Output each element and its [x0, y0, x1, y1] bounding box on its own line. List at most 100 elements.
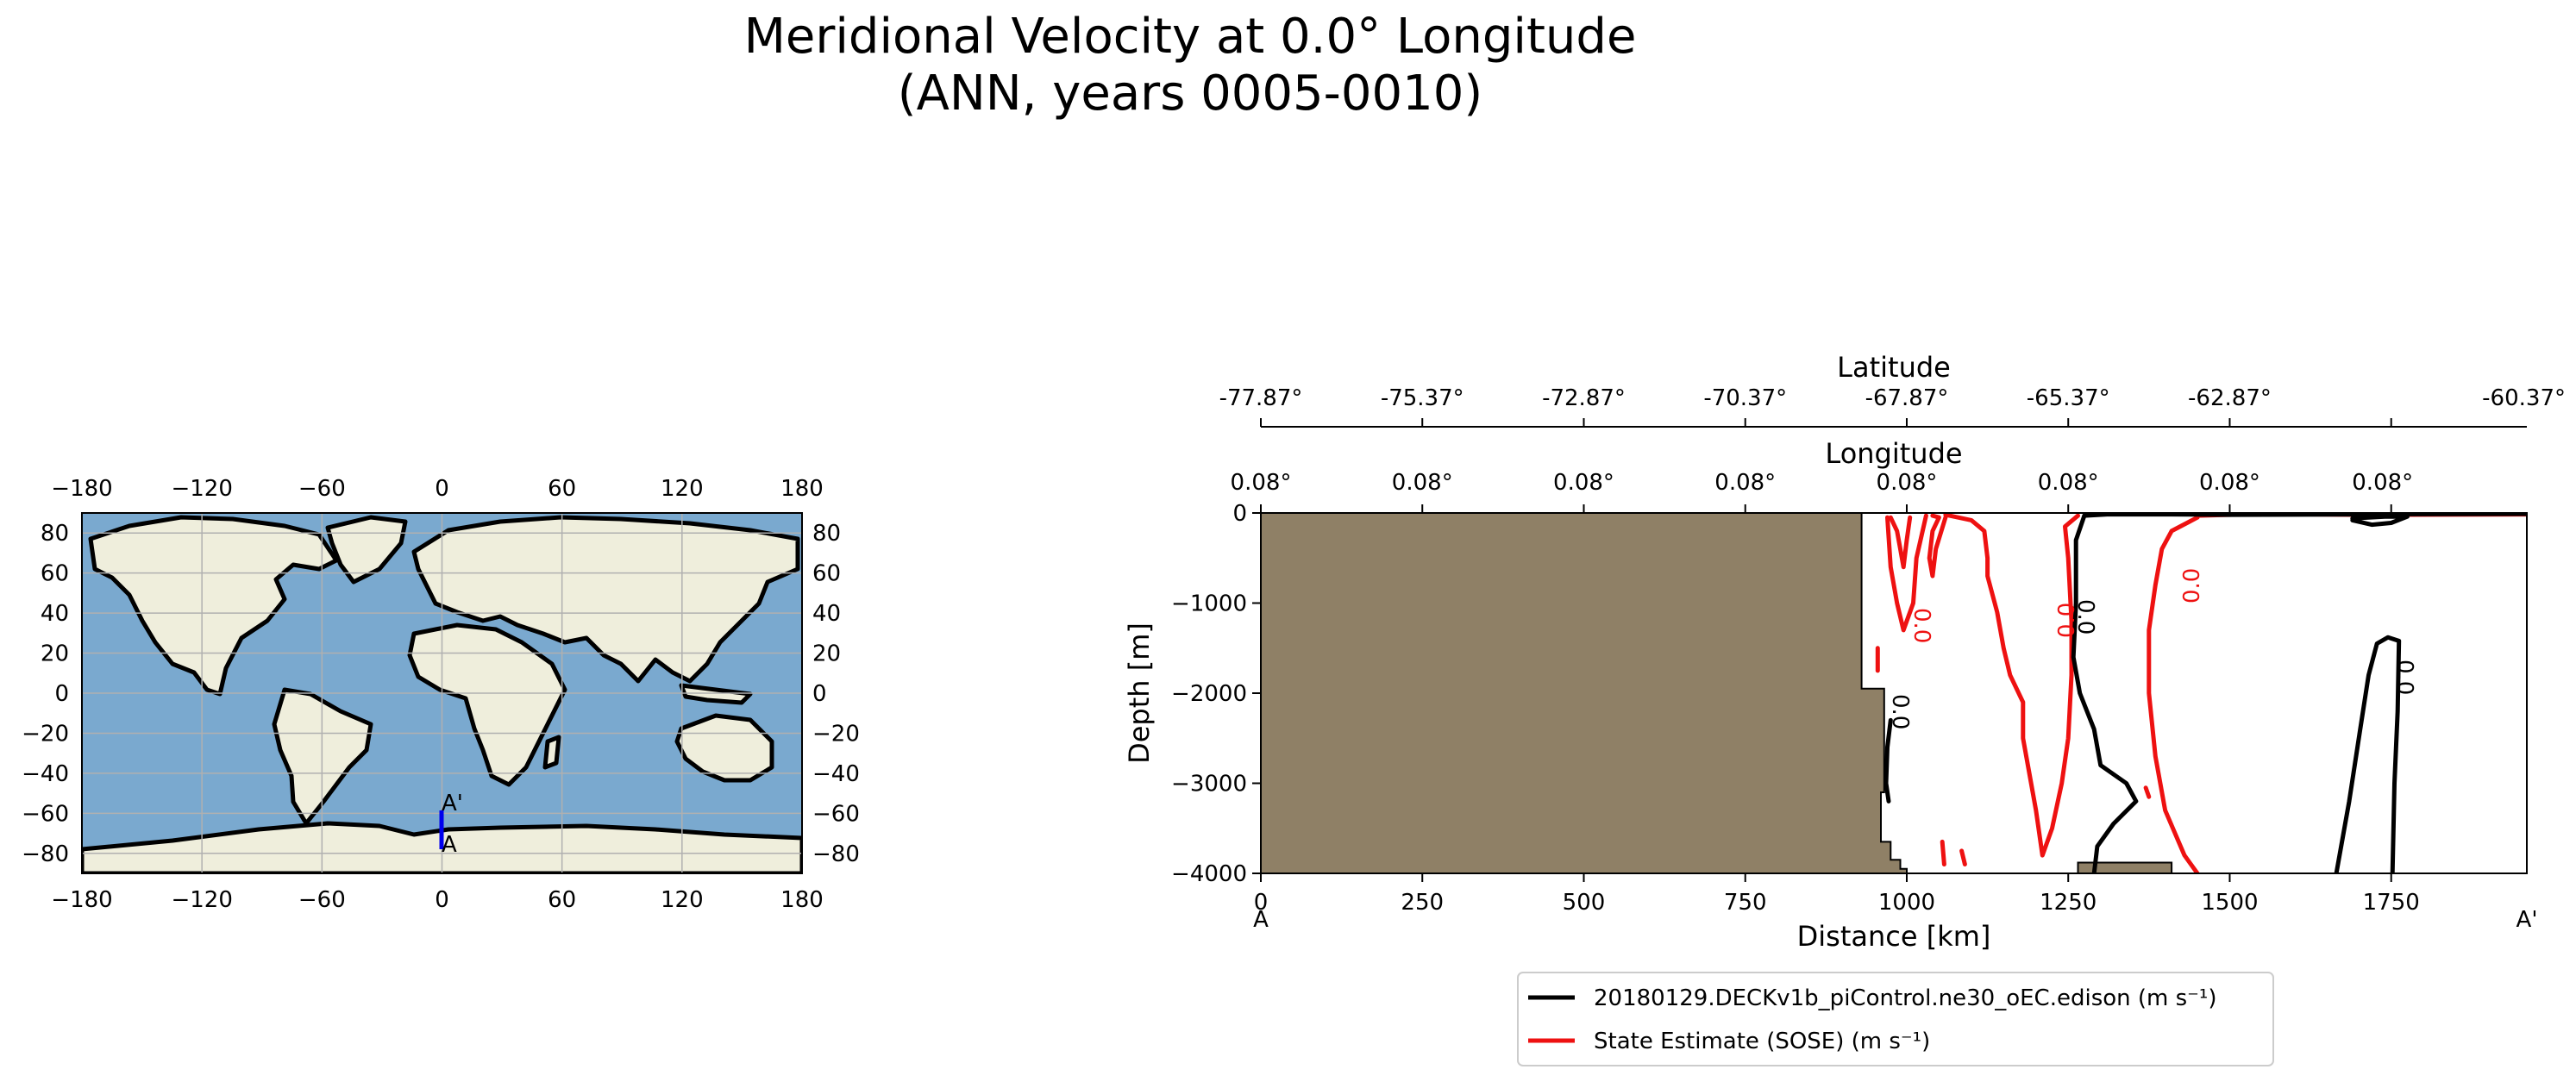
map-top-tick-label: −180: [51, 476, 112, 502]
model-contours: [1883, 513, 2527, 873]
depth-tick-label: 0: [1232, 501, 1247, 527]
map-top-tick-label: 180: [780, 476, 824, 502]
map-bottom-tick-label: 180: [780, 887, 824, 913]
map-left-tick-label: 80: [41, 521, 69, 547]
section-end-label: A': [2516, 907, 2538, 933]
latitude-tick-label: -72.87°: [1542, 385, 1626, 411]
depth-tick-label: −3000: [1171, 772, 1247, 797]
map-top-tick-label: −120: [171, 476, 232, 502]
obs-contour-line: [1885, 513, 1928, 633]
map-left-tick-label: −60: [22, 801, 69, 827]
australia-shape: [674, 713, 774, 783]
distance-tick-label: 500: [1563, 890, 1606, 916]
obs-contour-line: [2143, 785, 2152, 799]
map-left-tick-label: 60: [41, 561, 69, 587]
map-left-tick-label: 20: [41, 641, 69, 667]
model-contour-line: [2082, 513, 2527, 518]
legend-label-model: 20180129.DECKv1b_piControl.ne30_oEC.edis…: [1594, 985, 2216, 1011]
map-bottom-tick-label: −60: [298, 887, 346, 913]
model-contour-line: [1883, 717, 1893, 804]
contour-label-obs-3: 0.0: [2179, 568, 2205, 604]
transect-end-label: A': [442, 791, 463, 816]
longitude-tick-label: 0.08°: [2199, 470, 2260, 496]
obs-contour-line: [2147, 515, 2200, 873]
contour-label-model-2: 0.0: [1887, 694, 1913, 729]
map-right-tick-label: −20: [812, 721, 860, 747]
title-line-2: (ANN, years 0005-0010): [897, 66, 1483, 122]
map-bottom-tick-label: 60: [548, 887, 576, 913]
obs-contour-line: [1927, 513, 1948, 579]
map-right-tick-label: 80: [812, 521, 841, 547]
contour-label-model-3: 0.0: [2391, 660, 2417, 695]
contour-label-obs-2: 0.0: [2054, 603, 2080, 638]
distance-axis-label: Distance [km]: [1797, 920, 1991, 953]
distance-tick-label: 1250: [2040, 890, 2097, 916]
map-top-tick-label: −60: [298, 476, 346, 502]
latitude-tick-label: -62.87°: [2188, 385, 2272, 411]
indonesia-shape: [679, 683, 753, 705]
latitude-tick-label: -75.37°: [1381, 385, 1464, 411]
model-contour-line: [2334, 635, 2402, 873]
map-bottom-tick-label: −180: [51, 887, 112, 913]
latitude-tick-label: -67.87°: [1865, 385, 1949, 411]
longitude-tick-label: 0.08°: [1231, 470, 1292, 496]
latitude-tick-label: -60.37°: [2482, 385, 2566, 411]
model-contour-line: [2350, 514, 2410, 528]
longitude-tick-label: 0.08°: [1877, 470, 1938, 496]
map-ticks: −180 −180 −120 −120 −60 −60 0 0 60 60 120 120 180 180…: [22, 476, 860, 913]
latitude-tick-label: -70.37°: [1703, 385, 1787, 411]
longitude-tick-label: 0.08°: [1392, 470, 1453, 496]
bathymetry-fill-seamount: [2077, 861, 2173, 873]
transect-start-label: A: [442, 832, 457, 858]
map-bottom-tick-label: 120: [661, 887, 704, 913]
map-right-tick-label: −40: [812, 761, 860, 787]
map-frame: [81, 512, 803, 874]
map-right-tick-label: 60: [812, 561, 841, 587]
map-left-tick-label: −80: [22, 841, 69, 867]
obs-contour-line: [1888, 515, 1913, 570]
map-right-tick-label: 40: [812, 601, 841, 627]
eurasia-shape: [411, 515, 800, 684]
latitude-tick-label: -77.87°: [1219, 385, 1303, 411]
map-left-tick-label: −40: [22, 761, 69, 787]
depth-axis-label: Depth [m]: [1123, 622, 1156, 764]
section-panel: 0.0 0.0 0.0 0.0 0.0 0.0 Latitude -77.87°…: [1123, 351, 2566, 953]
north-america-shape: [88, 515, 339, 697]
legend-frame: [1517, 972, 2274, 1066]
map-top-tick-label: 60: [548, 476, 576, 502]
figure-title: Meridional Velocity at 0.0° Longitude (A…: [0, 9, 2380, 122]
longitude-ticks: 0.08° 0.08° 0.08° 0.08° 0.08° 0.08° 0.08° 0.08°: [1231, 470, 2413, 513]
obs-contour-line: [1940, 839, 1946, 866]
bathymetry-fill: [1261, 513, 1908, 873]
map-top-tick-label: 0: [435, 476, 449, 502]
latitude-axis-label: Latitude: [1837, 351, 1951, 384]
longitude-axis-label: Longitude: [1825, 437, 1962, 470]
distance-tick-label: 1500: [2201, 890, 2258, 916]
legend-label-obs: State Estimate (SOSE) (m s⁻¹): [1594, 1029, 1930, 1054]
distance-tick-label: 1000: [1878, 890, 1935, 916]
legend: 20180129.DECKv1b_piControl.ne30_oEC.edis…: [1517, 972, 2274, 1066]
map-left-tick-label: −20: [22, 721, 69, 747]
map-right-tick-label: 20: [812, 641, 841, 667]
madagascar-shape: [542, 735, 561, 770]
section-start-label: A: [1253, 907, 1269, 933]
map-left-tick-label: 40: [41, 601, 69, 627]
contour-labels: 0.0 0.0 0.0 0.0 0.0 0.0: [1887, 568, 2417, 730]
latitude-tick-label: -65.37°: [2027, 385, 2110, 411]
depth-tick-label: −4000: [1171, 861, 1247, 887]
map-right-tick-label: −60: [812, 801, 860, 827]
distance-tick-label: 750: [1724, 890, 1767, 916]
model-contour-line: [2071, 513, 2139, 873]
map-panel: A' A −180 −180 −120 −120 −60 −60 0 0 60 60 120 120 1…: [22, 476, 860, 913]
longitude-tick-label: 0.08°: [1553, 470, 1614, 496]
depth-tick-label: −1000: [1171, 591, 1247, 617]
title-line-1: Meridional Velocity at 0.0° Longitude: [743, 9, 1637, 65]
longitude-tick-label: 0.08°: [2038, 470, 2099, 496]
obs-contour-line: [1959, 848, 1967, 866]
distance-tick-label: 250: [1401, 890, 1444, 916]
longitude-tick-label: 0.08°: [2352, 470, 2413, 496]
map-top-tick-label: 120: [661, 476, 704, 502]
distance-tick-label: 0: [1254, 890, 1269, 916]
map-left-tick-label: 0: [54, 681, 69, 707]
